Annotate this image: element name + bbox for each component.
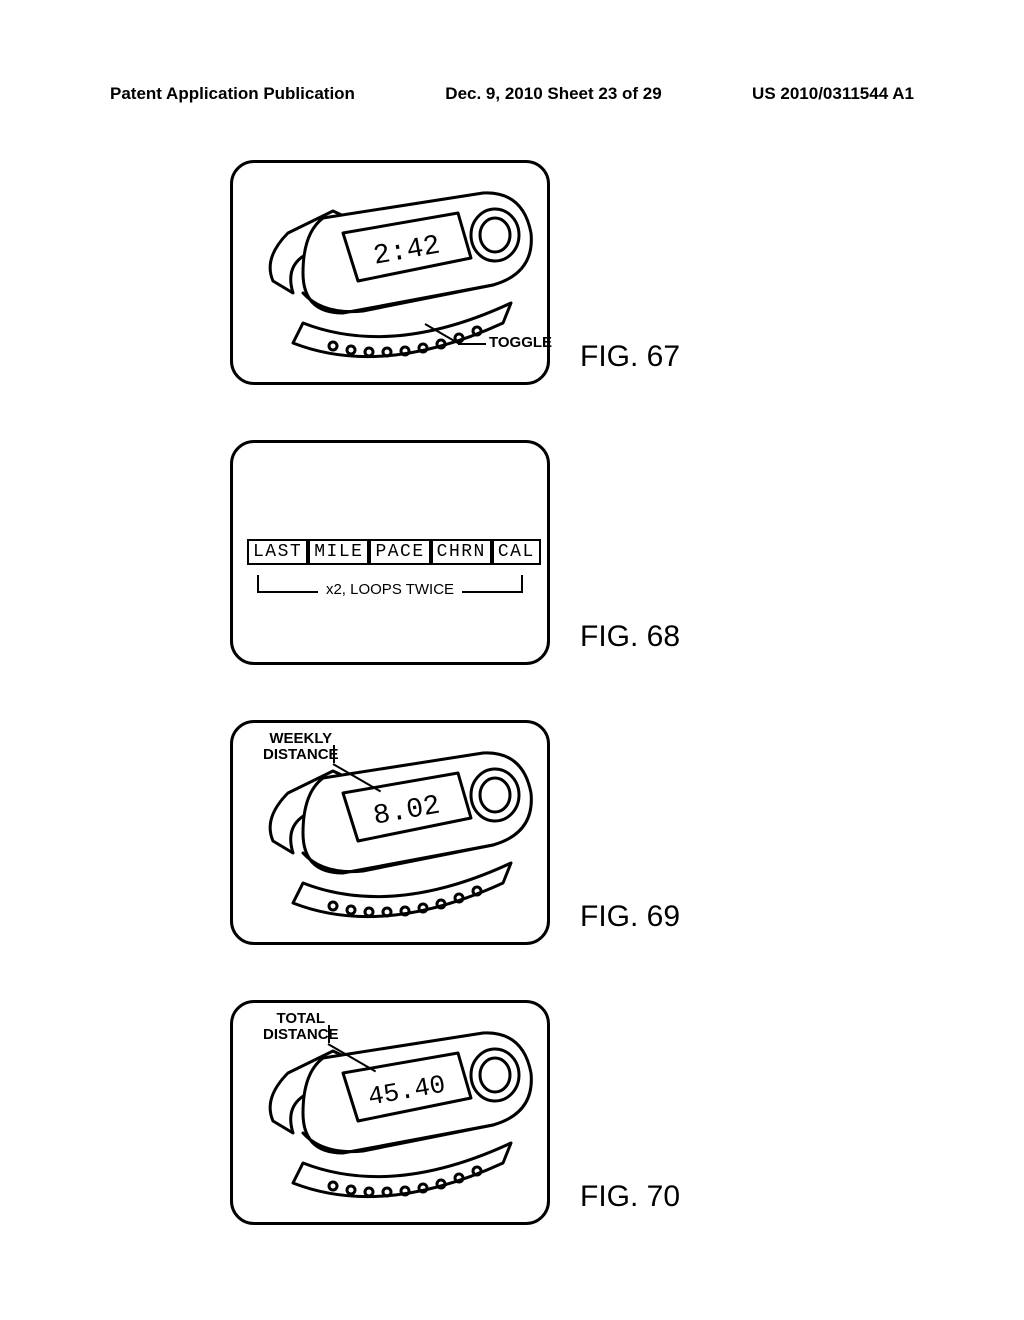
annotation-leader	[328, 1025, 330, 1043]
figure-67-panel: 2:42 TOGGLE	[230, 160, 550, 385]
menu-item-pace: PACE	[369, 539, 430, 565]
loop-text-wrap: x2, LOOPS TWICE	[233, 581, 547, 598]
figures-area: 2:42 TOGGLE FIG. 67 LAST MILE PACE CHRN …	[0, 140, 1024, 1260]
figure-67-row: 2:42 TOGGLE FIG. 67	[0, 140, 1024, 420]
annotation-leader	[458, 343, 486, 345]
menu-item-last: LAST	[247, 539, 308, 565]
header-center: Dec. 9, 2010 Sheet 23 of 29	[445, 84, 661, 104]
figure-69-panel: 8.02 WEEKLY DISTANCE	[230, 720, 550, 945]
figure-68-row: LAST MILE PACE CHRN CAL x2, LOOPS TWICE …	[0, 420, 1024, 700]
loop-text: x2, LOOPS TWICE	[318, 581, 462, 598]
menu-item-cal: CAL	[492, 539, 541, 565]
menu-item-mile: MILE	[308, 539, 369, 565]
figure-label: FIG. 70	[580, 1180, 680, 1214]
annotation-weekly-distance: WEEKLY DISTANCE	[263, 731, 339, 763]
figure-70-row: 45.40 TOTAL DISTANCE FIG. 70	[0, 980, 1024, 1260]
figure-label: FIG. 68	[580, 620, 680, 654]
figure-69-row: 8.02 WEEKLY DISTANCE FIG. 69	[0, 700, 1024, 980]
wristband-drawing: 2:42	[233, 163, 553, 388]
header-left: Patent Application Publication	[110, 84, 355, 104]
header-right: US 2010/0311544 A1	[752, 84, 914, 104]
figure-label: FIG. 67	[580, 340, 680, 374]
figure-70-panel: 45.40 TOTAL DISTANCE	[230, 1000, 550, 1225]
menu-item-chrn: CHRN	[431, 539, 492, 565]
page-header: Patent Application Publication Dec. 9, 2…	[110, 84, 914, 104]
annotation-leader	[333, 745, 335, 763]
figure-label: FIG. 69	[580, 900, 680, 934]
figure-68-panel: LAST MILE PACE CHRN CAL x2, LOOPS TWICE	[230, 440, 550, 665]
annotation-toggle: TOGGLE	[489, 335, 552, 351]
menu-boxes: LAST MILE PACE CHRN CAL	[247, 539, 533, 565]
